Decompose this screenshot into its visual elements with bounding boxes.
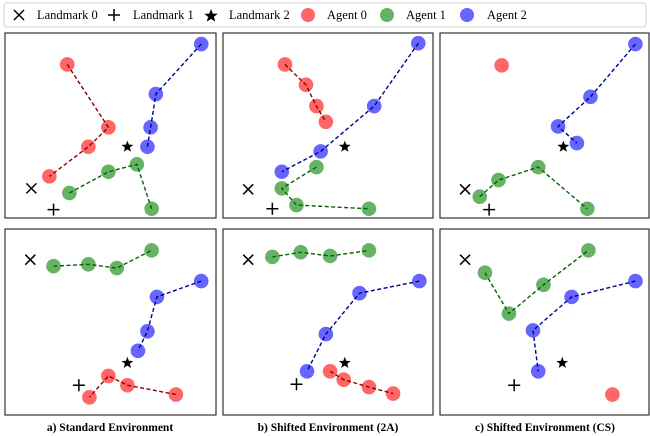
landmark-0-x-marker: [25, 182, 37, 194]
agent-2-trajectory: [557, 43, 636, 144]
plus-marker-icon: [108, 9, 120, 21]
agent-1-point: [491, 172, 506, 188]
landmark-2-star-marker: [121, 140, 134, 152]
legend-item-agent-0: Agent 0: [301, 8, 367, 22]
agent-0-trajectory: [88, 375, 177, 398]
agent-1-point: [62, 185, 77, 201]
agent-0-marker-icon: [301, 8, 315, 22]
landmark-1-plus-marker: [47, 203, 60, 216]
agent-2-point: [628, 273, 643, 289]
agent-1-trajectory: [69, 163, 153, 210]
landmark-1-plus-marker: [483, 203, 496, 216]
landmark-0-x-marker: [459, 183, 471, 195]
landmark-0-x-marker: [24, 254, 36, 266]
landmark-0-x-marker: [242, 254, 254, 266]
legend-label: Landmark 0: [37, 8, 98, 22]
agent-2-point: [525, 323, 541, 338]
agent-2-point: [366, 98, 382, 114]
caption-b: b) Shifted Environment (2A): [258, 422, 399, 434]
captions: a) Standard Environment b) Shifted Envir…: [47, 422, 615, 434]
caption-c: c) Shifted Environment (CS): [475, 422, 615, 434]
landmark-2-star-marker: [338, 356, 351, 368]
agent-1-point: [265, 249, 280, 265]
agent-1-trajectory: [53, 249, 152, 269]
agent-1-marker-icon: [380, 8, 394, 22]
landmark-0-x-marker: [242, 183, 254, 195]
agent-1-point: [144, 243, 159, 258]
agent-1-point: [289, 197, 304, 213]
panel-frame: [439, 228, 650, 416]
agent-1-trajectory: [272, 249, 370, 258]
panel-2: [439, 32, 650, 219]
agent-2-point: [411, 35, 426, 51]
agent-2-marker-icon: [460, 8, 474, 22]
panel-frame: [4, 228, 217, 416]
agent-2-trajectory: [532, 280, 636, 372]
panel-0: [4, 32, 217, 219]
panel-3: [4, 228, 217, 416]
landmark-2-star-marker: [121, 356, 134, 368]
agent-1-trajectory: [479, 166, 588, 210]
agent-1-point: [361, 201, 377, 217]
agent-2-point: [299, 363, 315, 379]
caption-a: a) Standard Environment: [47, 422, 173, 434]
agent-0-trajectory: [284, 63, 327, 123]
panels: [4, 32, 650, 416]
agent-1-point: [309, 159, 324, 175]
legend: Landmark 0 Landmark 1 Landmark 2 Agent 0…: [3, 2, 647, 28]
agent-0-point: [605, 387, 620, 402]
landmark-1-plus-marker: [266, 202, 279, 215]
agent-2-trajectory: [281, 42, 419, 173]
panel-5: [439, 228, 650, 416]
panel-frame: [439, 32, 650, 219]
x-marker-icon: [13, 9, 25, 21]
legend-label: Agent 1: [406, 8, 446, 22]
legend-label: Landmark 1: [133, 8, 194, 22]
legend-item-agent-1: Agent 1: [380, 8, 446, 22]
agent-2-trajectory: [146, 43, 202, 147]
agent-0-point: [101, 368, 116, 384]
legend-item-landmark-1: Landmark 1: [108, 8, 194, 22]
agent-0-point: [322, 363, 338, 379]
legend-label: Agent 2: [487, 8, 527, 22]
panel-4: [222, 228, 434, 416]
landmark-1-plus-marker: [72, 379, 85, 392]
landmark-1-plus-marker: [508, 379, 521, 392]
agent-0-point: [168, 387, 184, 402]
agent-2-point: [193, 36, 209, 52]
agent-0-point: [494, 58, 509, 73]
agent-1-point: [472, 189, 488, 205]
agent-2-point: [628, 36, 643, 52]
agent-1-point: [109, 260, 125, 276]
landmark-2-star-marker: [338, 140, 351, 152]
agent-2-point: [193, 273, 209, 289]
legend-item-agent-2: Agent 2: [460, 8, 527, 22]
agent-0-point: [385, 386, 401, 401]
landmark-2-star-marker: [556, 356, 569, 368]
agent-0-trajectory: [329, 370, 394, 395]
agent-1-trajectory: [484, 249, 589, 315]
landmark-0-x-marker: [459, 254, 471, 266]
agent-1-trajectory: [280, 166, 370, 210]
agent-1-point: [581, 243, 596, 258]
agent-2-trajectory: [306, 280, 420, 372]
agent-1-point: [101, 164, 116, 180]
legend-label: Landmark 2: [229, 8, 290, 22]
landmark-1-plus-marker: [290, 378, 303, 391]
agent-2-trajectory: [137, 280, 202, 352]
legend-label: Agent 0: [327, 8, 367, 22]
agent-1-point: [322, 248, 338, 264]
agent-2-point: [140, 324, 155, 339]
legend-item-landmark-2: Landmark 2: [204, 8, 290, 22]
agent-0-point: [81, 139, 96, 155]
legend-frame: [3, 2, 647, 28]
star-marker-icon: [204, 9, 218, 22]
panel-1: [222, 32, 434, 219]
agent-0-point: [318, 114, 334, 130]
legend-item-landmark-0: Landmark 0: [13, 8, 98, 22]
agent-2-point: [130, 343, 146, 359]
landmark-2-star-marker: [557, 140, 570, 152]
